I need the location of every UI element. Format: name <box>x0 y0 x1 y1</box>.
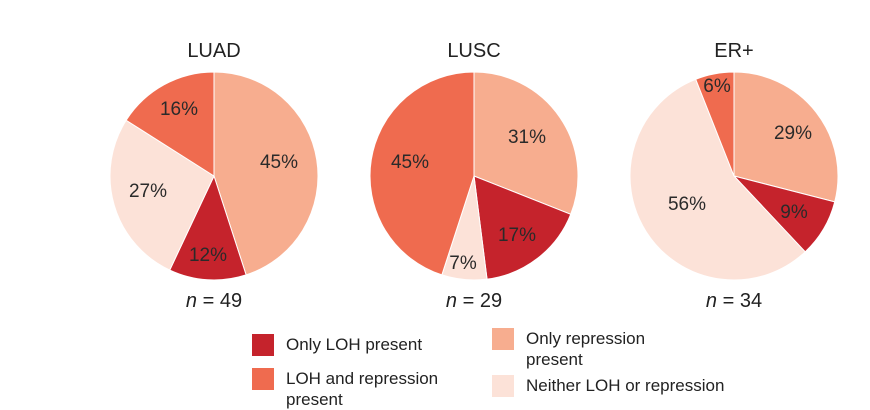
pie-title-er: ER+ <box>714 40 753 62</box>
n-label-lusc: n = 29 <box>446 290 502 312</box>
pie-title-lusc: LUSC <box>447 40 500 62</box>
legend-label-loh-and-repression: LOH and repression present <box>286 369 439 409</box>
pie-slice-er-neither-loh-or-repression <box>629 78 806 281</box>
legend-swatch-only-loh <box>252 334 274 356</box>
n-label-luad: n = 49 <box>186 290 242 312</box>
pie-slice-lusc-loh-and-repression-present <box>369 71 475 276</box>
legend-label-only-loh: Only LOH present <box>286 335 423 354</box>
slice-label-er-neither-loh-or-repression: 56% <box>668 194 706 215</box>
legend-swatch-only-repression <box>492 328 514 350</box>
pie-slice-lusc-only-loh-present <box>473 175 572 280</box>
slice-label-luad-only-repression-present: 45% <box>260 152 298 173</box>
pie-slice-luad-only-repression-present <box>213 71 319 276</box>
legend-item-only-repression: Only repression present <box>492 328 666 370</box>
pie-slice-er-loh-and-repression-present <box>695 71 735 177</box>
pie-er: 29% 9% 56% 6% ER+ n = 34 <box>629 40 839 312</box>
legend-item-loh-and-repression: LOH and repression present <box>252 368 466 410</box>
legend-label-only-repression: Only repression present <box>526 329 646 369</box>
pie-slice-lusc-only-repression-present <box>473 71 579 215</box>
pie-luad: 45% 12% 27% 16% LUAD n = 49 <box>109 40 319 312</box>
pie-slice-er-only-repression-present <box>733 71 839 203</box>
legend-swatch-neither <box>492 375 514 397</box>
slice-label-er-only-loh-present: 9% <box>780 202 808 223</box>
pie-slice-luad-neither-loh-or-repression <box>109 119 215 271</box>
legend-item-neither: Neither LOH or repression <box>492 375 786 397</box>
legend-swatch-loh-and-repression <box>252 368 274 390</box>
slice-label-lusc-loh-and-repression-present: 45% <box>391 152 429 173</box>
legend: Only LOH present Only repression present… <box>252 328 772 410</box>
slice-label-lusc-only-loh-present: 17% <box>498 225 536 246</box>
pie-slice-luad-loh-and-repression-present <box>125 71 215 177</box>
slice-label-er-loh-and-repression-present: 6% <box>703 76 731 97</box>
legend-item-only-loh: Only LOH present <box>252 334 476 356</box>
slice-label-lusc-only-repression-present: 31% <box>508 127 546 148</box>
pie-lusc: 31% 17% 7% 45% LUSC n = 29 <box>369 40 579 312</box>
slice-label-luad-neither-loh-or-repression: 27% <box>129 181 167 202</box>
legend-label-neither: Neither LOH or repression <box>526 376 725 395</box>
slice-label-er-only-repression-present: 29% <box>774 123 812 144</box>
pie-title-luad: LUAD <box>187 40 240 62</box>
n-label-er: n = 34 <box>706 290 762 312</box>
pie-slice-luad-only-loh-present <box>169 174 247 281</box>
slice-label-luad-only-loh-present: 12% <box>189 245 227 266</box>
slice-label-luad-loh-and-repression-present: 16% <box>160 99 198 120</box>
slice-label-lusc-neither-loh-or-repression: 7% <box>449 253 477 274</box>
